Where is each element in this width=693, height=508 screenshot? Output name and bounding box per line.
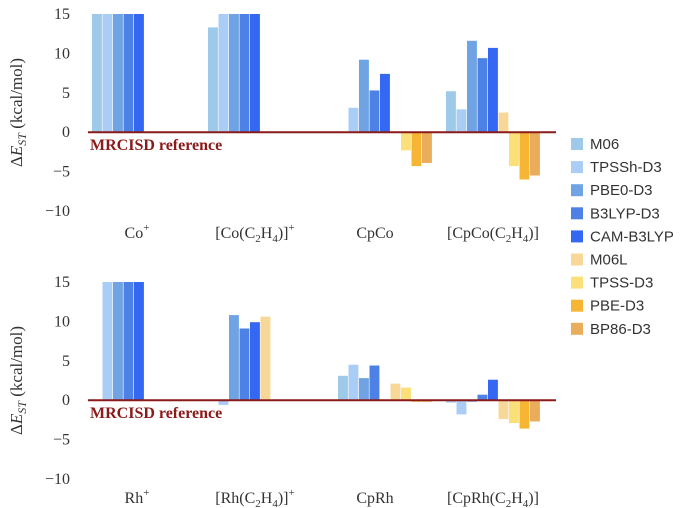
- legend-swatch: [571, 322, 583, 335]
- bar-tpssh-d3-1: [102, 282, 113, 401]
- bar-m06-4: [446, 91, 456, 133]
- legend-label: TPSS-D3: [590, 275, 653, 292]
- legend-label: PBE-D3: [590, 298, 644, 315]
- bar-m06-3: [338, 375, 348, 401]
- y-tick-label: 15: [54, 6, 70, 23]
- y-tick-label: −10: [45, 471, 70, 488]
- bar-m06-2: [208, 27, 218, 133]
- y-axis-label: ΔEST (kcal/mol): [7, 326, 29, 435]
- bar-pbe-d3-4: [519, 400, 530, 429]
- y-tick-label: 5: [62, 85, 70, 102]
- bar-pbe0-d3-3: [359, 378, 369, 401]
- bar-tpssh-d3-1: [102, 14, 113, 133]
- y-tick-label: 0: [62, 124, 70, 141]
- category-label: [CpRh(C2H4)]: [447, 490, 539, 508]
- category-label: [Rh(C2H4)]+: [215, 487, 294, 508]
- y-tick-label: −10: [45, 203, 70, 220]
- legend-label: B3LYP-D3: [590, 205, 660, 222]
- reference-label: MRCISD reference: [90, 405, 222, 422]
- bar-tpss-d3-3: [401, 132, 411, 151]
- bar-b3lyp-d3-3: [369, 365, 380, 401]
- legend: M06 TPSSh-D3 PBE0-D3 B3LYP-D3 CAM-B3LYP M06L T…: [571, 136, 674, 338]
- y-tick-label: 15: [54, 274, 70, 291]
- y-tick-label: 5: [62, 353, 70, 370]
- bar-cam-b3lyp-1: [134, 14, 144, 133]
- bar-m06l-4: [498, 112, 509, 133]
- bar-m06l-4: [498, 400, 509, 420]
- y-axis-label: ΔEST (kcal/mol): [7, 58, 29, 167]
- bar-pbe0-d3-1: [113, 14, 123, 133]
- chart-panel-2: 15 10 5 0 −5 −10 ΔEST (kcal/mol) MRCISD referen…: [7, 274, 556, 508]
- bar-m06-1: [92, 14, 102, 133]
- bar-tpssh-d3-4: [456, 400, 467, 415]
- bar-tpssh-d3-2: [218, 14, 229, 133]
- bar-cam-b3lyp-4: [488, 47, 498, 133]
- y-tick-label: −5: [53, 164, 70, 181]
- bar-bp86-d3-4: [530, 132, 540, 176]
- bar-b3lyp-d3-3: [369, 90, 380, 133]
- legend-label: PBE0-D3: [590, 182, 653, 199]
- bar-pbe-d3-3: [411, 132, 422, 167]
- category-label: Rh+: [125, 487, 150, 507]
- bar-cam-b3lyp-2: [250, 14, 260, 133]
- category-label: [Co(C2H4)]+: [215, 222, 294, 245]
- bar-b3lyp-d3-2: [239, 14, 250, 133]
- bar-b3lyp-d3-1: [123, 282, 134, 401]
- legend-swatch: [571, 276, 583, 289]
- bar-pbe0-d3-2: [229, 315, 239, 401]
- legend-swatch: [571, 138, 583, 150]
- legend-label: M06L: [590, 252, 628, 269]
- bar-tpssh-d3-3: [348, 364, 359, 401]
- category-label: CpRh: [356, 490, 393, 507]
- bar-pbe-d3-4: [519, 132, 530, 180]
- bar-b3lyp-d3-2: [239, 328, 250, 401]
- legend-label: BP86-D3: [590, 321, 651, 338]
- bar-pbe0-d3-1: [113, 282, 123, 401]
- legend-swatch: [571, 184, 583, 197]
- bar-m06-4: [446, 400, 456, 403]
- y-tick-label: −5: [53, 432, 70, 449]
- bar-b3lyp-d3-4: [477, 58, 488, 133]
- bar-pbe0-d3-3: [359, 59, 369, 133]
- bar-cam-b3lyp-4: [488, 379, 498, 401]
- legend-label: CAM-B3LYP: [590, 228, 674, 245]
- bar-b3lyp-d3-4: [477, 394, 488, 401]
- legend-label: TPSSh-D3: [590, 159, 662, 176]
- bar-pbe0-d3-4: [467, 40, 477, 133]
- bar-cam-b3lyp-2: [250, 322, 260, 401]
- bar-m06l-3: [390, 383, 401, 401]
- bar-tpssh-d3-3: [348, 107, 359, 133]
- legend-swatch: [571, 161, 583, 174]
- bar-tpss-d3-3: [401, 387, 411, 401]
- legend-swatch: [571, 230, 583, 243]
- legend-label: M06: [590, 136, 619, 153]
- bar-tpssh-d3-4: [456, 109, 467, 133]
- legend-swatch: [571, 207, 583, 220]
- category-label: [CpCo(C2H4)]: [447, 225, 539, 245]
- bar-tpss-d3-4: [509, 400, 519, 424]
- category-label: Co+: [125, 222, 150, 242]
- legend-swatch: [571, 299, 583, 312]
- bar-b3lyp-d3-1: [123, 14, 134, 133]
- y-tick-label: 10: [54, 45, 70, 62]
- bar-bp86-d3-3: [422, 132, 432, 163]
- bar-pbe0-d3-2: [229, 14, 239, 133]
- chart-panel-1: 15 10 5 0 −5 −10 ΔEST (kcal/mol) MRCISD referen…: [7, 6, 556, 245]
- legend-swatch: [571, 253, 583, 266]
- y-tick-label: 0: [62, 392, 70, 409]
- category-label: CpCo: [356, 225, 393, 242]
- bar-tpssh-d3-2: [218, 400, 229, 405]
- bar-cam-b3lyp-3: [380, 73, 390, 133]
- bar-m06l-2: [260, 316, 271, 401]
- bar-cam-b3lyp-1: [134, 282, 144, 401]
- y-tick-label: 10: [54, 313, 70, 330]
- reference-label: MRCISD reference: [90, 137, 222, 154]
- bar-bp86-d3-4: [530, 400, 540, 422]
- bar-tpss-d3-4: [509, 132, 519, 167]
